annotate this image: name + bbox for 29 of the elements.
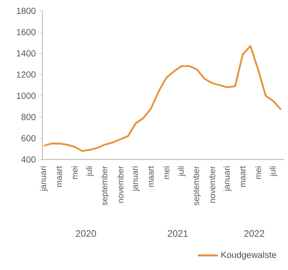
x-tick-label: juli xyxy=(86,166,94,176)
x-tick-label: mei xyxy=(71,166,78,179)
y-tick-label: 1000 xyxy=(16,92,36,99)
text: 2020 xyxy=(76,230,96,237)
legend-label: Koudgewalste xyxy=(221,251,276,260)
x-tick-label: september xyxy=(192,166,201,206)
x-tick-label: maart xyxy=(56,166,62,187)
y-tick-label: 600 xyxy=(22,134,36,142)
x-tick-label: september xyxy=(101,166,109,206)
x-tick-label: november xyxy=(117,166,124,202)
text: 2021 xyxy=(168,230,188,237)
x-tick-label: januari xyxy=(40,166,48,192)
x-tick-label: maart xyxy=(240,166,246,187)
text: 2022 xyxy=(244,230,264,237)
y-tick-label: 1600 xyxy=(16,28,36,36)
x-tick-label: maart xyxy=(148,166,154,187)
x-tick-label: januari xyxy=(132,166,140,192)
y-tick-label: 1800 xyxy=(16,8,36,14)
y-tick-label: 400 xyxy=(21,156,36,162)
line-series xyxy=(43,44,282,152)
x-tick-label: mei xyxy=(163,166,170,179)
y-tick-label: 1200 xyxy=(16,71,36,78)
y-tick-label: 1400 xyxy=(16,50,36,56)
x-tick-label: juli xyxy=(269,166,278,176)
x-tick-label: mei xyxy=(254,166,262,179)
x-tick-label: juli xyxy=(178,166,186,176)
x-tick-label: januari xyxy=(224,166,232,192)
y-tick-label: 800 xyxy=(21,114,36,120)
x-tick-label: november xyxy=(209,166,216,202)
